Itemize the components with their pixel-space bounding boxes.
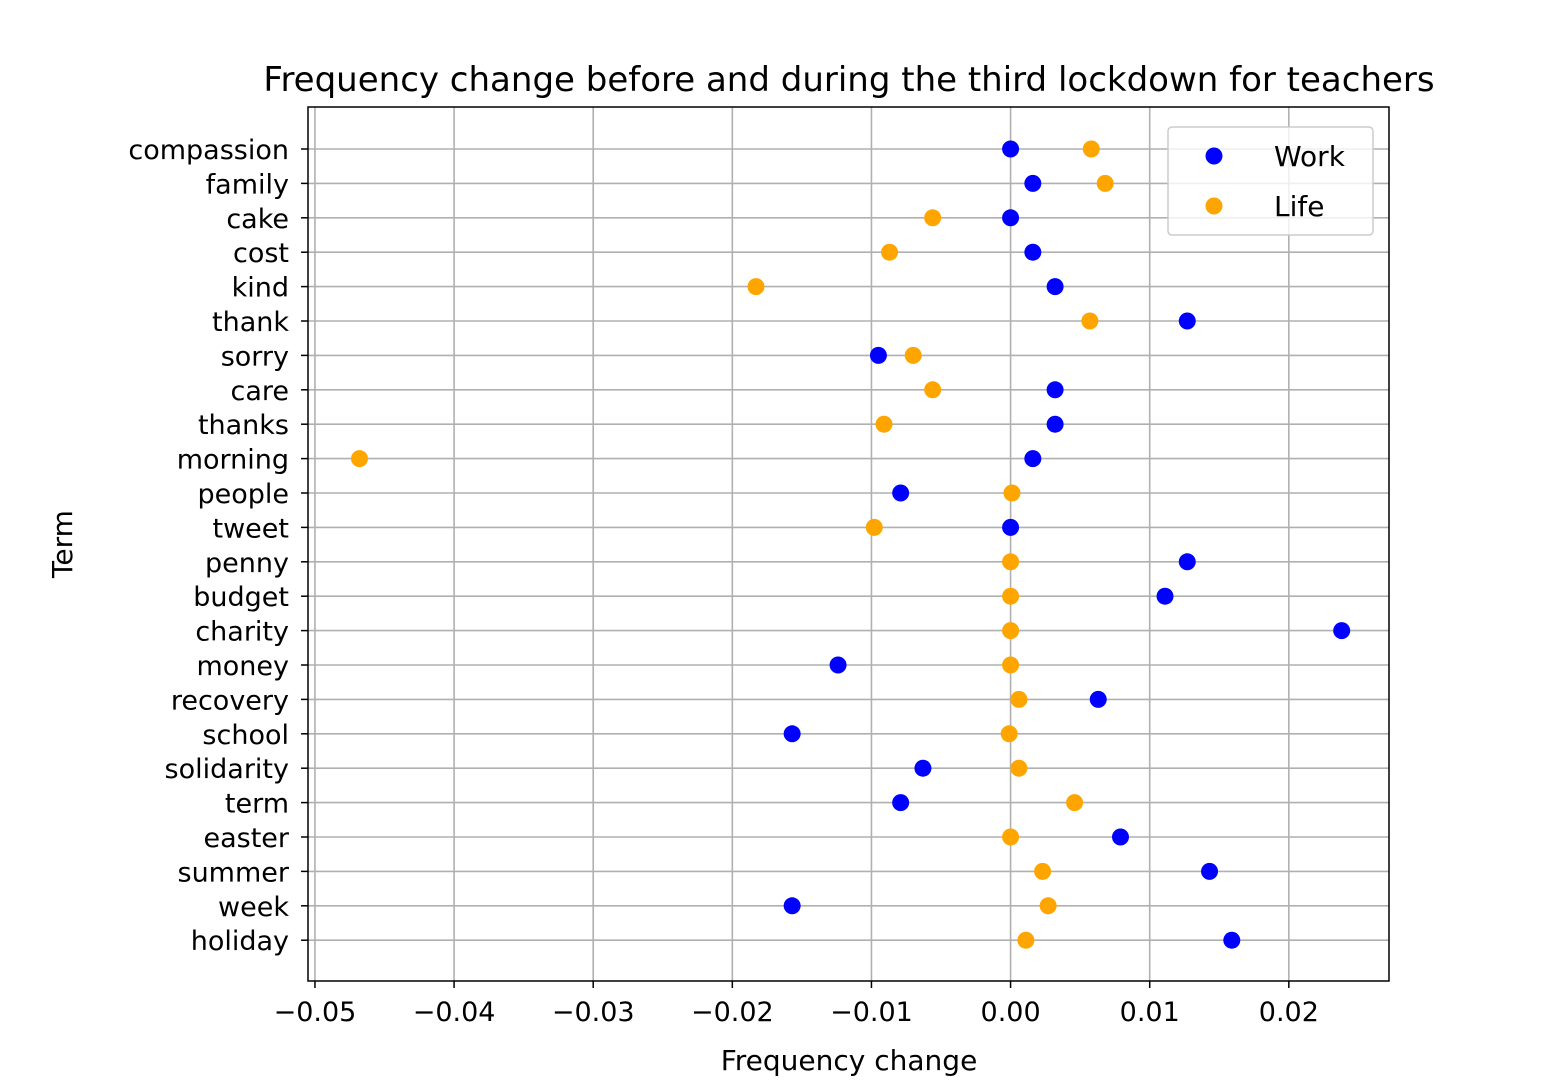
data-point-life xyxy=(1000,725,1018,743)
y-tick-label: solidarity xyxy=(165,754,289,785)
data-point-life xyxy=(1034,862,1052,880)
data-point-life xyxy=(1003,484,1021,502)
data-point-work xyxy=(1002,209,1020,227)
data-point-life xyxy=(875,415,893,433)
data-point-life xyxy=(1002,622,1020,640)
data-point-life xyxy=(1010,759,1028,777)
data-point-work xyxy=(1024,174,1042,192)
data-point-work xyxy=(1046,381,1064,399)
data-point-work xyxy=(1223,931,1241,949)
y-tick-label: penny xyxy=(205,548,289,579)
data-point-life xyxy=(924,209,942,227)
legend-marker-life xyxy=(1205,197,1223,215)
data-point-life xyxy=(924,381,942,399)
data-point-work xyxy=(1024,450,1042,468)
data-point-work xyxy=(1178,312,1196,330)
y-tick-label: week xyxy=(218,892,289,923)
plot-area-frame xyxy=(307,106,1390,982)
legend-label-work: Work xyxy=(1274,140,1346,173)
legend-label-life: Life xyxy=(1274,190,1324,223)
data-point-work xyxy=(914,759,932,777)
y-tick-label: sorry xyxy=(221,341,289,372)
data-point-work xyxy=(1024,243,1042,261)
data-point-work xyxy=(869,346,887,364)
data-point-work xyxy=(1089,690,1107,708)
data-point-life xyxy=(1017,931,1035,949)
y-tick-label: morning xyxy=(177,445,289,476)
data-point-life xyxy=(1002,587,1020,605)
data-point-life xyxy=(1082,140,1100,158)
y-tick-label: kind xyxy=(232,273,289,304)
y-tick-label: tweet xyxy=(213,513,289,544)
y-tick-label: charity xyxy=(195,617,289,648)
data-point-work xyxy=(783,725,801,743)
data-point-work xyxy=(892,484,910,502)
data-point-life xyxy=(747,278,765,296)
data-point-work xyxy=(783,897,801,915)
x-tick-label: 0.01 xyxy=(1120,997,1180,1028)
data-point-life xyxy=(865,518,883,536)
x-tick-label: −0.01 xyxy=(830,997,913,1028)
y-tick-label: budget xyxy=(193,582,289,613)
legend-marker-work xyxy=(1205,147,1223,165)
y-tick-label: care xyxy=(230,376,289,407)
data-point-life xyxy=(350,450,368,468)
x-tick-label: 0.02 xyxy=(1259,997,1319,1028)
data-point-life xyxy=(1066,794,1084,812)
y-tick-label: holiday xyxy=(191,926,289,957)
data-point-work xyxy=(1046,415,1064,433)
grid xyxy=(308,107,1389,981)
data-point-life xyxy=(1096,174,1114,192)
y-axis-label: Term xyxy=(46,510,79,579)
x-tick-label: −0.03 xyxy=(552,997,635,1028)
data-point-work xyxy=(1111,828,1129,846)
y-tick-label: compassion xyxy=(128,135,289,166)
y-tick-label: cost xyxy=(233,238,289,269)
x-axis-ticks: −0.05 −0.04 −0.03 −0.02 −0.01 0.00 0.01 0.02 xyxy=(274,981,1319,1028)
data-point-life xyxy=(1081,312,1099,330)
data-point-work xyxy=(1333,622,1351,640)
data-point-life xyxy=(881,243,899,261)
y-tick-label: school xyxy=(202,720,289,751)
y-tick-label: thank xyxy=(212,307,289,338)
data-point-life xyxy=(1002,553,1020,571)
data-point-life xyxy=(1039,897,1057,915)
data-point-work xyxy=(1178,553,1196,571)
data-point-life xyxy=(904,346,922,364)
data-point-work xyxy=(1046,278,1064,296)
data-point-life xyxy=(1002,656,1020,674)
legend: Work Life xyxy=(1167,126,1374,236)
y-tick-label: family xyxy=(206,169,289,200)
x-tick-label: −0.04 xyxy=(413,997,496,1028)
y-tick-label: thanks xyxy=(198,410,289,441)
y-tick-label: money xyxy=(196,651,289,682)
data-points xyxy=(350,140,1351,949)
y-tick-label: people xyxy=(197,479,289,510)
x-tick-label: −0.02 xyxy=(691,997,774,1028)
x-tick-label: −0.05 xyxy=(274,997,357,1028)
x-tick-label: 0.00 xyxy=(981,997,1041,1028)
y-tick-label: summer xyxy=(178,857,290,888)
y-tick-label: cake xyxy=(226,204,289,235)
y-tick-label: easter xyxy=(203,823,289,854)
data-point-work xyxy=(1002,518,1020,536)
y-tick-label: recovery xyxy=(171,685,289,716)
chart-title: Frequency change before and during the t… xyxy=(263,60,1434,100)
data-point-work xyxy=(829,656,847,674)
data-point-life xyxy=(1010,690,1028,708)
x-axis-label: Frequency change xyxy=(721,1044,978,1077)
y-tick-label: term xyxy=(225,789,289,820)
data-point-work xyxy=(1002,140,1020,158)
data-point-work xyxy=(892,794,910,812)
data-point-work xyxy=(1156,587,1174,605)
data-point-life xyxy=(1002,828,1020,846)
data-point-work xyxy=(1201,862,1219,880)
